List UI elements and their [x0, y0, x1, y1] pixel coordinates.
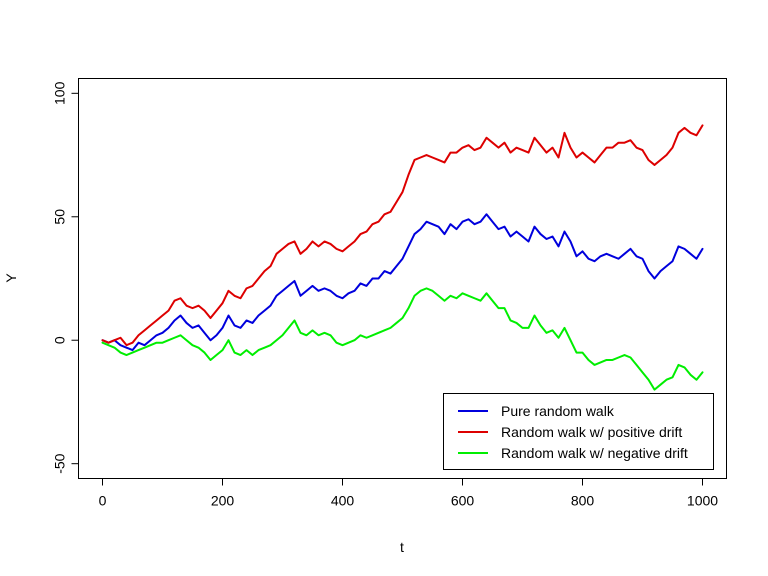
series-line-0	[101, 213, 704, 352]
y-axis: -50 0 50 100	[52, 81, 79, 474]
x-axis-title: t	[400, 539, 404, 555]
series-line-1	[101, 124, 704, 347]
y-axis-title: Y	[3, 273, 19, 283]
legend-box	[443, 393, 714, 470]
x-tick-label: 1000	[687, 493, 718, 509]
series-line-2	[101, 287, 704, 391]
legend-label-positive: Random walk w/ positive drift	[501, 424, 682, 440]
y-tick-label: -50	[52, 453, 68, 473]
legend: Pure random walk Random walk w/ positive…	[443, 393, 714, 470]
x-tick-label: 200	[211, 493, 235, 509]
legend-label-pure: Pure random walk	[501, 403, 615, 419]
x-tick-label: 800	[571, 493, 595, 509]
legend-label-negative: Random walk w/ negative drift	[501, 445, 688, 461]
x-tick-label: 600	[451, 493, 475, 509]
x-axis: 0 200 400 600 800 1000	[99, 478, 718, 509]
y-tick-label: 100	[52, 81, 68, 105]
y-tick-label: 0	[52, 336, 68, 344]
y-tick-label: 50	[52, 209, 68, 225]
x-tick-label: 400	[331, 493, 355, 509]
x-tick-label: 0	[99, 493, 107, 509]
series-layer	[101, 124, 704, 391]
